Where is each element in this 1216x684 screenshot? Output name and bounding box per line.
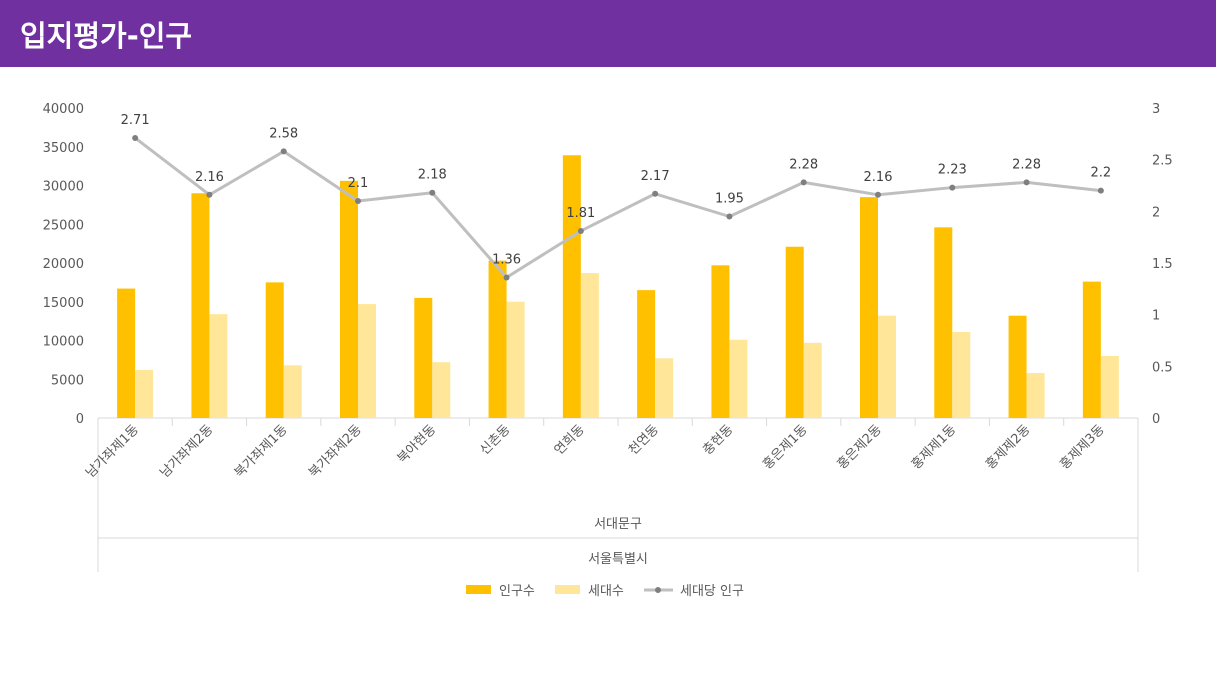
line-data-label: 2.23	[938, 163, 967, 178]
header-bar: 입지평가-인구	[0, 0, 1216, 67]
y-right-tick-label: 2	[1152, 205, 1160, 220]
line-data-label: 1.36	[492, 252, 521, 267]
bar-population	[785, 246, 804, 418]
x-category-label: 북가좌제2동	[306, 422, 365, 481]
line-data-label: 2.16	[195, 170, 224, 185]
line-point	[949, 184, 956, 191]
y-left-tick-label: 15000	[43, 296, 84, 311]
bar-households	[803, 342, 822, 418]
line-point	[280, 148, 287, 155]
bar-households	[432, 362, 451, 418]
line-point	[132, 134, 139, 141]
bar-population	[637, 290, 656, 418]
line-data-label: 2.71	[121, 113, 150, 128]
line-point	[429, 189, 436, 196]
bar-households	[1026, 373, 1045, 418]
bar-population	[1082, 281, 1101, 418]
bar-population	[488, 260, 507, 418]
bar-population	[191, 193, 210, 418]
line-point	[800, 179, 807, 186]
x-category-label: 홍제제2동	[983, 422, 1033, 472]
y-left-tick-label: 10000	[43, 335, 84, 350]
x-category-label: 홍제제1동	[909, 422, 959, 472]
line-point	[1097, 187, 1104, 194]
bar-population	[414, 297, 433, 418]
x-category-label: 남가좌제1동	[83, 422, 142, 481]
x-category-label: 홍은제1동	[760, 422, 810, 472]
bar-households	[283, 365, 302, 418]
x-category-label: 신촌동	[477, 422, 513, 458]
bar-households	[506, 301, 525, 418]
line-point	[355, 198, 361, 204]
bar-households	[135, 369, 154, 418]
x-category-label: 충현동	[700, 422, 736, 458]
y-left-tick-label: 0	[76, 412, 84, 427]
line-point	[577, 227, 584, 234]
x-category-label: 홍제제3동	[1057, 422, 1107, 472]
bar-population	[265, 282, 284, 418]
y-right-tick-label: 2.5	[1152, 154, 1173, 169]
line-data-label: 2.1	[348, 176, 369, 191]
x-category-label: 홍은제2동	[835, 422, 885, 472]
line-data-label: 2.28	[789, 157, 818, 172]
bar-households	[729, 339, 748, 418]
line-data-label: 2.28	[1012, 157, 1041, 172]
x-category-label: 북가좌제1동	[232, 422, 291, 481]
bar-population	[860, 197, 878, 418]
y-left-tick-label: 25000	[43, 218, 84, 233]
x-category-label: 연희동	[552, 422, 588, 458]
bar-population	[562, 155, 581, 418]
bar-households	[358, 304, 376, 418]
line-data-label: 1.81	[566, 206, 595, 221]
line-data-label: 2.2	[1091, 166, 1112, 181]
line-point	[875, 191, 881, 198]
y-right-tick-label: 1.5	[1152, 257, 1173, 272]
y-right-tick-label: 3	[1152, 102, 1160, 117]
x-category-label: 남가좌제2동	[158, 422, 217, 481]
legend-swatch-population	[466, 585, 491, 594]
series-line-per-household	[134, 136, 1102, 279]
group-label-city: 서울특별시	[588, 552, 648, 567]
bar-population	[340, 180, 358, 418]
group-label-district: 서대문구	[594, 517, 642, 532]
y-left-tick-label: 30000	[43, 180, 84, 195]
line-data-label: 2.16	[864, 170, 893, 185]
bar-households	[580, 273, 599, 418]
y-left-tick-label: 35000	[43, 141, 84, 156]
line-point	[503, 274, 510, 281]
legend-swatch-households	[555, 585, 580, 594]
bar-population	[1008, 315, 1027, 418]
legend-marker-per-household	[655, 587, 661, 593]
y-right-tick-label: 0.5	[1152, 360, 1173, 375]
bar-households	[878, 315, 896, 418]
bar-households	[209, 314, 228, 418]
y-right-tick-label: 1	[1152, 309, 1160, 324]
line-point	[652, 190, 659, 197]
line-data-label: 1.95	[715, 192, 744, 207]
bar-population	[711, 265, 730, 418]
line-point	[1023, 179, 1030, 186]
bar-households	[952, 331, 971, 418]
line-data-label: 2.17	[641, 169, 670, 184]
x-category-label: 북아현동	[395, 422, 439, 466]
bar-population	[934, 227, 953, 418]
line-point	[206, 191, 213, 198]
bar-population	[117, 288, 136, 418]
line-data-label: 2.18	[418, 168, 447, 183]
y-left-tick-label: 5000	[51, 373, 84, 388]
y-right-tick-label: 0	[1152, 412, 1160, 427]
x-category-label: 천연동	[626, 422, 662, 458]
y-left-tick-label: 20000	[43, 257, 84, 272]
line-point	[726, 213, 733, 220]
bar-households	[655, 358, 674, 418]
line-data-label: 2.58	[269, 126, 298, 141]
page-title: 입지평가-인구	[20, 19, 193, 53]
legend-label-population: 인구수	[499, 584, 535, 599]
legend-label-per-household: 세대당 인구	[680, 584, 744, 599]
legend-label-households: 세대수	[588, 584, 624, 599]
bar-households	[1100, 356, 1119, 418]
y-left-tick-label: 40000	[43, 102, 84, 117]
